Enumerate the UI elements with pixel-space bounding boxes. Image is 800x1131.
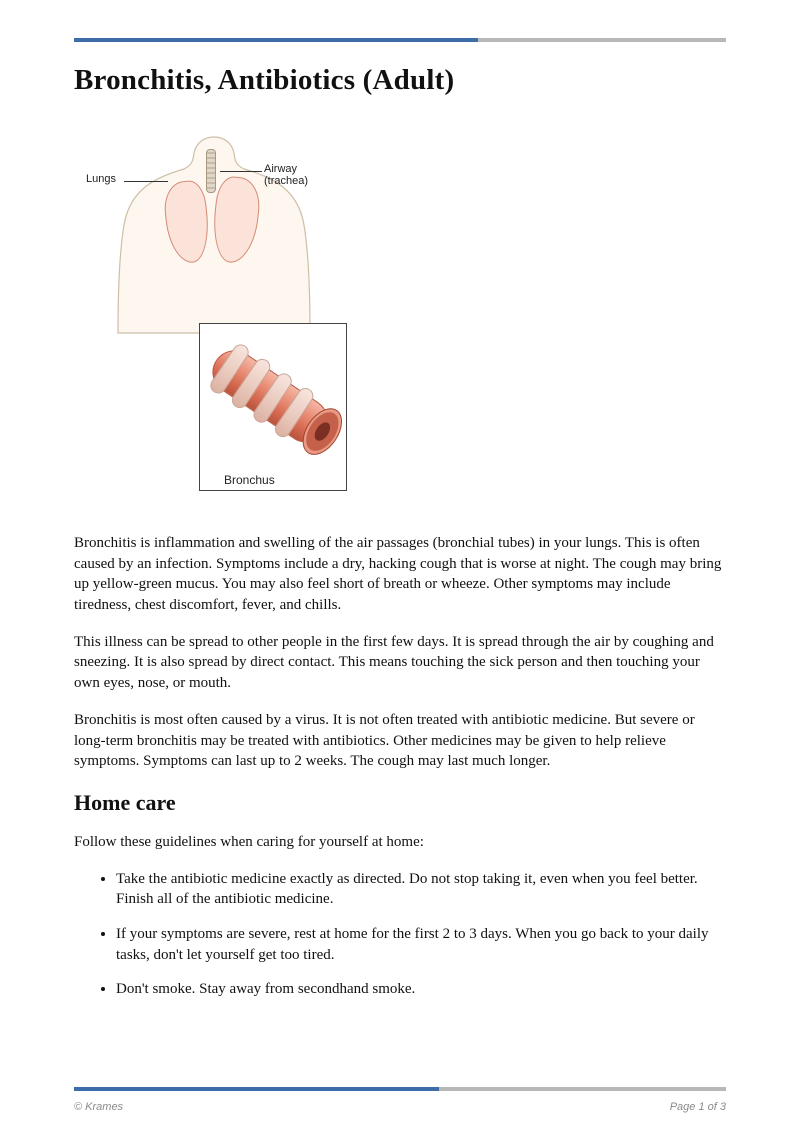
bullet-list: Take the antibiotic medicine exactly as … bbox=[74, 869, 726, 1000]
label-airway-line1: Airway bbox=[264, 163, 297, 175]
footer-rule-blue bbox=[74, 1087, 439, 1091]
leader-line-lungs bbox=[124, 181, 168, 182]
section-heading: Home care bbox=[74, 790, 726, 816]
list-item: Take the antibiotic medicine exactly as … bbox=[116, 869, 726, 910]
paragraph: Bronchitis is inflammation and swelling … bbox=[74, 533, 726, 616]
footer-page-indicator: Page 1 of 3 bbox=[670, 1101, 726, 1113]
list-item: If your symptoms are severe, rest at hom… bbox=[116, 924, 726, 965]
trachea-icon bbox=[206, 149, 216, 193]
page-title: Bronchitis, Antibiotics (Adult) bbox=[74, 64, 726, 97]
leader-line-airway bbox=[220, 171, 262, 172]
section-intro: Follow these guidelines when caring for … bbox=[74, 832, 726, 853]
label-lungs: Lungs bbox=[86, 173, 116, 185]
footer-copyright: © Krames bbox=[74, 1101, 123, 1113]
header-rule bbox=[74, 38, 726, 42]
page-content: Bronchitis, Antibiotics (Adult) Lungs Ai… bbox=[74, 64, 726, 1014]
header-rule-gray bbox=[478, 38, 726, 42]
list-item: Don't smoke. Stay away from secondhand s… bbox=[116, 979, 726, 1000]
paragraph: This illness can be spread to other peop… bbox=[74, 632, 726, 694]
label-airway: Airway (trachea) bbox=[264, 163, 308, 187]
label-bronchus: Bronchus bbox=[224, 473, 275, 487]
bronchus-inset bbox=[199, 323, 347, 491]
footer-rule bbox=[74, 1087, 726, 1091]
header-rule-blue bbox=[74, 38, 478, 42]
page-footer: © Krames Page 1 of 3 bbox=[74, 1101, 726, 1113]
paragraph: Bronchitis is most often caused by a vir… bbox=[74, 710, 726, 772]
anatomy-figure: Lungs Airway (trachea) Bronchus bbox=[84, 133, 374, 503]
label-airway-line2: (trachea) bbox=[264, 175, 308, 187]
bronchus-tube-icon bbox=[173, 306, 364, 489]
footer-rule-gray bbox=[439, 1087, 726, 1091]
